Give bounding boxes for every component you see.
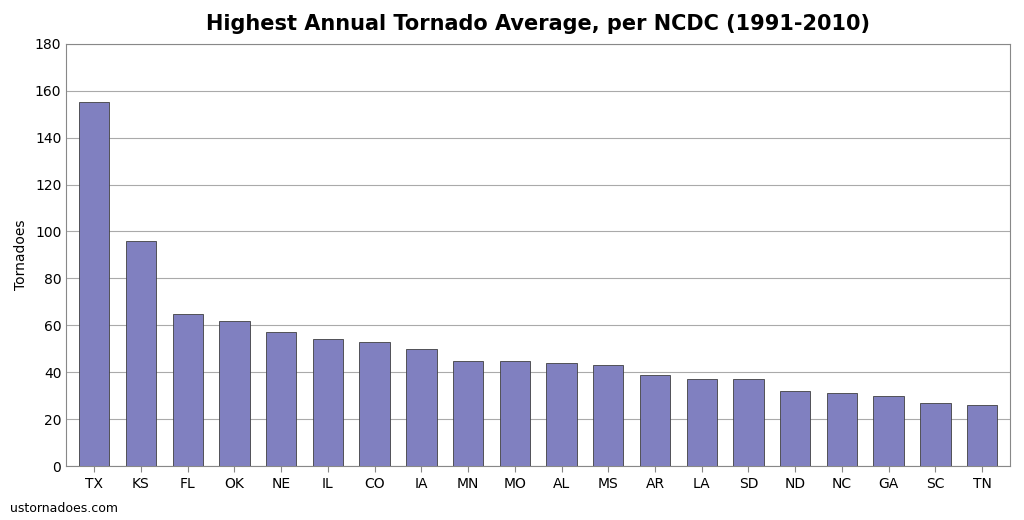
Title: Highest Annual Tornado Average, per NCDC (1991-2010): Highest Annual Tornado Average, per NCDC… (206, 14, 870, 34)
Bar (686, 379, 717, 466)
Bar (266, 332, 296, 466)
Bar (593, 365, 624, 466)
Bar (780, 391, 810, 466)
Bar (921, 403, 950, 466)
Bar (79, 102, 110, 466)
Bar (219, 321, 250, 466)
Bar (967, 405, 997, 466)
Bar (500, 360, 530, 466)
Bar (826, 393, 857, 466)
Bar (312, 340, 343, 466)
Text: ustornadoes.com: ustornadoes.com (10, 502, 118, 515)
Bar (172, 314, 203, 466)
Y-axis label: Tornadoes: Tornadoes (14, 219, 28, 290)
Bar (359, 342, 390, 466)
Bar (453, 360, 483, 466)
Bar (126, 241, 156, 466)
Bar (640, 374, 670, 466)
Bar (733, 379, 764, 466)
Bar (407, 349, 436, 466)
Bar (873, 396, 904, 466)
Bar (547, 363, 577, 466)
